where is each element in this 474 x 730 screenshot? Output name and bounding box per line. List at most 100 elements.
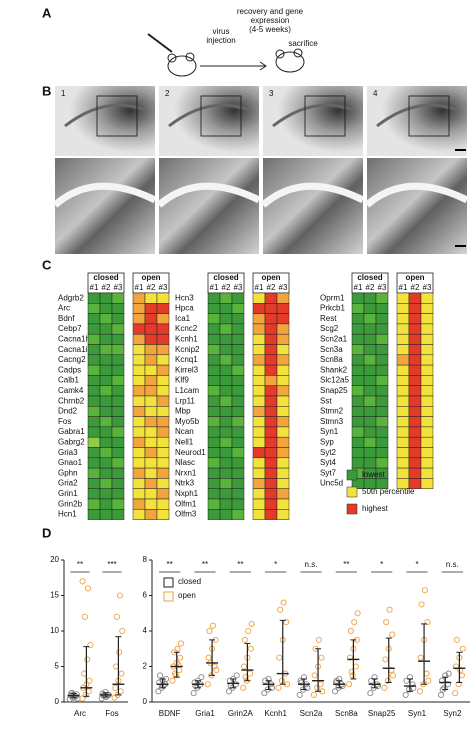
heatmap-cell: [207, 436, 221, 448]
heatmap-cell: [99, 488, 113, 500]
replicate: #1: [354, 283, 363, 292]
significance: **: [167, 560, 173, 569]
data-point: [82, 691, 89, 698]
heatmap-cell: [396, 323, 410, 335]
heatmap-cell: [363, 395, 377, 407]
heatmap-cell: [420, 478, 434, 489]
heatmap-cell: [252, 416, 266, 428]
heatmap-cell: [252, 375, 266, 386]
gene-label: Syt2: [320, 448, 337, 457]
heatmap-cell: [408, 406, 422, 417]
heatmap-cell: [375, 364, 389, 376]
heatmap-cell: [132, 436, 146, 448]
heatmap-cell: [264, 333, 278, 345]
heatmap-cell: [156, 478, 170, 489]
gene-label: Gabra1: [58, 427, 85, 436]
sample-number: 1: [61, 89, 66, 98]
data-point: [248, 620, 255, 627]
heatmap-cell: [408, 436, 422, 448]
gene-label: Nlasc: [175, 458, 195, 467]
heatmap-cell: [252, 303, 266, 314]
data-point: [174, 645, 181, 652]
heatmap-cell: [156, 467, 170, 479]
heatmap-cell: [252, 447, 266, 459]
heatmap-cell: [111, 364, 125, 376]
heatmap-cell: [252, 426, 266, 438]
heatmap-cell: [396, 467, 410, 479]
data-point: [155, 688, 162, 695]
heatmap-cell: [207, 509, 221, 520]
heatmap-cell: [264, 354, 278, 366]
header: closed: [93, 273, 118, 282]
heatmap-cell: [396, 385, 410, 397]
heatmap-cell: [156, 488, 170, 500]
heatmap-cell: [375, 395, 389, 407]
heatmap-cell: [420, 457, 434, 469]
data-point: [191, 679, 198, 686]
heatmap-cell: [99, 375, 113, 386]
gene-label: Nell1: [175, 437, 194, 446]
heatmap-cell: [264, 395, 278, 407]
x-tick-label: Kcnh1: [264, 709, 287, 718]
heatmap-cell: [207, 292, 221, 304]
heatmap-cell: [219, 498, 233, 510]
heatmap-cell: [276, 478, 290, 489]
heatmap-cell: [408, 447, 422, 459]
micrograph-zoom: [263, 158, 363, 254]
gene-label: Cadps: [58, 365, 81, 374]
data-point: [421, 587, 428, 594]
data-point: [296, 691, 303, 698]
heatmap-cell: [420, 426, 434, 438]
heatmap-cell: [144, 467, 158, 479]
heatmap-cell: [231, 385, 245, 397]
gene-label: Kcnh1: [175, 334, 198, 343]
gene-label: Unc5d: [320, 479, 343, 488]
heatmap-cell: [264, 313, 278, 325]
heatmap-cell: [99, 292, 113, 304]
heatmap-cell: [144, 303, 158, 314]
heatmap-cell: [99, 313, 113, 325]
data-point: [261, 690, 268, 697]
gene-label: Syt4: [320, 458, 337, 467]
heatmap-cell: [219, 292, 233, 304]
heatmap-cell: [351, 447, 365, 459]
heatmap-cell: [144, 364, 158, 376]
heatmap-cell: [375, 478, 389, 489]
data-point: [383, 619, 390, 626]
data-point: [205, 654, 212, 661]
data-point: [157, 672, 164, 679]
y-tick-label: 10: [50, 626, 59, 635]
data-point: [384, 677, 391, 684]
heatmap-cell: [111, 323, 125, 335]
data-point: [280, 599, 287, 606]
data-point: [318, 654, 325, 661]
heatmap-cell: [363, 375, 377, 386]
heatmap-cell: [144, 498, 158, 510]
heatmap-cell: [264, 509, 278, 520]
heatmap-cell: [363, 344, 377, 356]
heatmap-cell: [408, 426, 422, 438]
heatmap-cell: [252, 457, 266, 469]
data-point: [87, 642, 94, 649]
heatmap-cell: [375, 375, 389, 386]
heatmap-cell: [99, 498, 113, 510]
heatmap-cell: [156, 406, 170, 417]
heatmap-cell: [111, 416, 125, 428]
heatmap-cell: [231, 292, 245, 304]
data-point: [416, 688, 423, 695]
heatmap-cell: [363, 323, 377, 335]
heatmap-cell: [396, 375, 410, 386]
heatmap-cell: [99, 416, 113, 428]
data-point: [232, 681, 239, 688]
heatmap-cell: [363, 364, 377, 376]
heatmap-cell: [156, 354, 170, 366]
step-text: (4-5 weeks): [249, 25, 291, 34]
gene-label: Adgrb2: [58, 293, 84, 302]
heatmap-cell: [252, 509, 266, 520]
step-text: injection: [206, 36, 235, 45]
data-point: [346, 681, 353, 688]
data-point: [79, 578, 86, 585]
heatmap-cell: [231, 323, 245, 335]
data-point: [283, 619, 290, 626]
